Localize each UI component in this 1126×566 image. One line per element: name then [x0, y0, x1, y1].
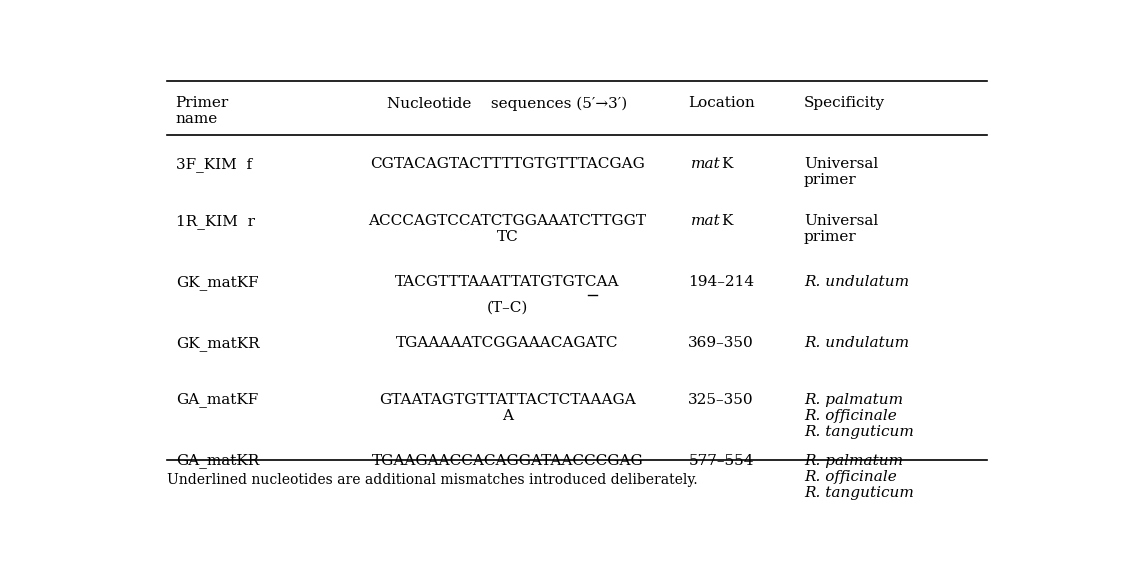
- Text: Nucleotide    sequences (5′→3′): Nucleotide sequences (5′→3′): [387, 96, 627, 110]
- Text: TACGTTTAAATTATGTGTCAA: TACGTTTAAATTATGTGTCAA: [395, 275, 619, 289]
- Text: ACCCAGTCCATCTGGAAATCTTGGT
TC: ACCCAGTCCATCTGGAAATCTTGGT TC: [368, 214, 646, 244]
- Text: TGAAAAATCGGAAACAGATC: TGAAAAATCGGAAACAGATC: [396, 336, 618, 350]
- Text: Universal
primer: Universal primer: [804, 157, 878, 187]
- Text: Specificity: Specificity: [804, 96, 885, 110]
- Text: CGTACAGTACTTTTGTGTTTACGAG: CGTACAGTACTTTTGTGTTTACGAG: [369, 157, 645, 171]
- Text: GA_matKR: GA_matKR: [176, 453, 259, 469]
- Text: R. palmatum
R. officinale
R. tanguticum: R. palmatum R. officinale R. tanguticum: [804, 453, 914, 500]
- Text: K: K: [721, 214, 732, 228]
- Text: mat: mat: [691, 157, 721, 171]
- Text: 3F_KIM  f: 3F_KIM f: [176, 157, 252, 172]
- Text: 1R_KIM  r: 1R_KIM r: [176, 214, 254, 229]
- Text: GA_matKF: GA_matKF: [176, 393, 258, 408]
- Text: R. undulatum: R. undulatum: [804, 336, 909, 350]
- Text: R. palmatum
R. officinale
R. tanguticum: R. palmatum R. officinale R. tanguticum: [804, 393, 914, 439]
- Text: GK_matKF: GK_matKF: [176, 275, 258, 290]
- Text: Primer
name: Primer name: [176, 96, 229, 126]
- Text: GTAATAGTGTTATTACTCTAAAGA
A: GTAATAGTGTTATTACTCTAAAGA A: [378, 393, 636, 423]
- Text: 325–350: 325–350: [688, 393, 754, 406]
- Text: 369–350: 369–350: [688, 336, 754, 350]
- Text: 577–554: 577–554: [688, 453, 753, 468]
- Text: Underlined nucleotides are additional mismatches introduced deliberately.: Underlined nucleotides are additional mi…: [167, 473, 697, 487]
- Text: R. undulatum: R. undulatum: [804, 275, 909, 289]
- Text: TGAAGAACCACAGGATAACCCGAG: TGAAGAACCACAGGATAACCCGAG: [372, 453, 643, 468]
- Text: (T–C): (T–C): [486, 301, 528, 315]
- Text: 194–214: 194–214: [688, 275, 754, 289]
- Text: mat: mat: [691, 214, 721, 228]
- Text: Location: Location: [688, 96, 754, 110]
- Text: GK_matKR: GK_matKR: [176, 336, 259, 351]
- Text: K: K: [721, 157, 732, 171]
- Text: Universal
primer: Universal primer: [804, 214, 878, 244]
